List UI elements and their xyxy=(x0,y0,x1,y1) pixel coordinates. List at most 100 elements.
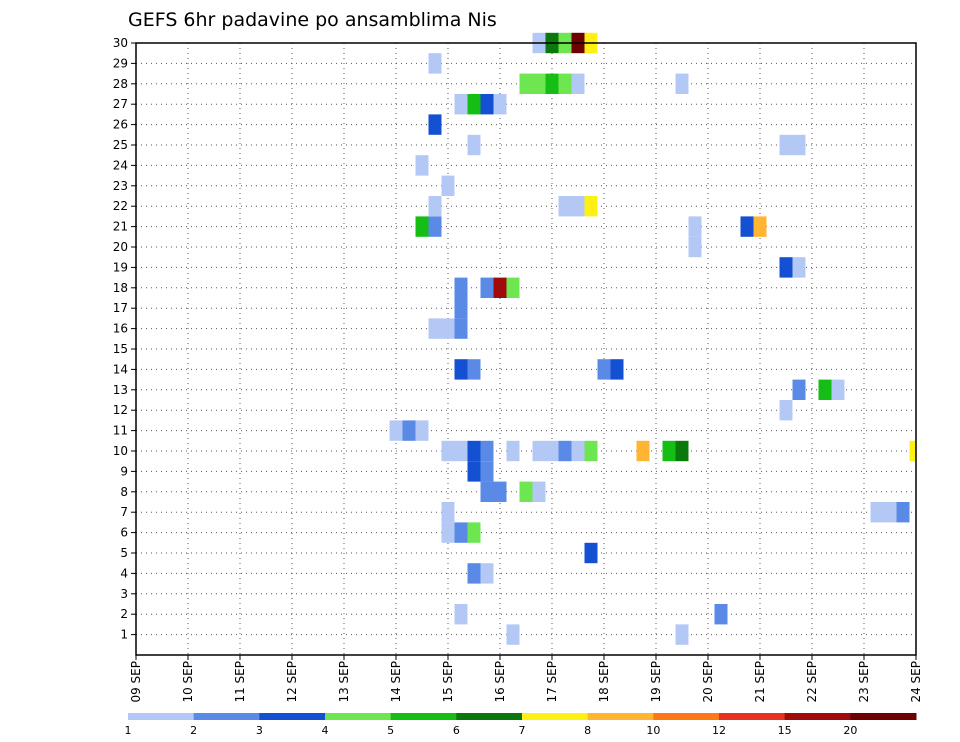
y-tick-label: 4 xyxy=(120,566,128,580)
precip-cell xyxy=(532,73,546,94)
colorbar-segment xyxy=(719,713,786,720)
precip-cell xyxy=(506,624,520,645)
colorbar-label: 12 xyxy=(712,724,726,737)
precip-cell xyxy=(675,440,689,462)
y-tick-label: 11 xyxy=(113,424,128,438)
colorbar-segment xyxy=(587,713,654,720)
y-tick-label: 17 xyxy=(113,301,128,315)
precip-cell xyxy=(662,440,676,462)
precip-cell xyxy=(779,400,793,421)
x-tick-label: 15 SEP xyxy=(441,661,455,703)
precip-cell xyxy=(441,502,455,523)
precip-cell xyxy=(389,420,403,441)
y-tick-label: 28 xyxy=(113,77,128,91)
precip-cell xyxy=(779,134,793,156)
chart-title: GEFS 6hr padavine po ansamblima Nis xyxy=(128,9,497,31)
y-tick-label: 2 xyxy=(120,607,128,621)
precipitation-cells xyxy=(389,32,916,645)
y-tick-label: 19 xyxy=(113,260,128,274)
colorbar-label: 15 xyxy=(778,724,792,737)
precip-cell xyxy=(571,73,585,94)
y-tick-label: 10 xyxy=(113,444,128,458)
colorbar-label: 6 xyxy=(453,724,460,737)
precip-cell xyxy=(480,563,494,584)
precip-cell xyxy=(688,236,702,258)
precip-cell xyxy=(792,379,806,400)
x-tick-label: 14 SEP xyxy=(389,661,403,703)
y-tick-label: 30 xyxy=(113,36,128,50)
precip-cell xyxy=(454,604,468,625)
y-tick-label: 5 xyxy=(120,546,128,560)
x-tick-label: 13 SEP xyxy=(337,661,351,703)
precip-cell xyxy=(441,175,455,196)
colorbar-segment xyxy=(784,713,851,720)
precip-cell xyxy=(571,196,585,217)
precip-cell xyxy=(831,379,845,400)
precip-cell xyxy=(415,155,429,176)
precip-cell xyxy=(441,440,455,462)
colorbar-segment xyxy=(390,713,457,720)
colorbar-label: 20 xyxy=(843,724,857,737)
precip-cell xyxy=(493,481,507,502)
precip-cell xyxy=(467,461,481,482)
y-tick-label: 24 xyxy=(113,158,128,172)
x-tick-label: 11 SEP xyxy=(233,661,247,703)
precip-cell xyxy=(779,257,793,278)
y-tick-label: 21 xyxy=(113,220,128,234)
colorbar-label: 2 xyxy=(190,724,197,737)
x-tick-label: 20 SEP xyxy=(701,661,715,703)
precip-cell xyxy=(454,318,468,339)
y-tick-label: 29 xyxy=(113,56,128,70)
y-tick-label: 25 xyxy=(113,138,128,152)
precip-cell xyxy=(441,522,455,543)
precip-cell xyxy=(480,461,494,482)
y-tick-label: 3 xyxy=(120,587,128,601)
precip-cell xyxy=(584,196,598,217)
precip-cell xyxy=(584,440,598,462)
precip-cell xyxy=(454,298,468,319)
precip-cell xyxy=(506,277,520,298)
colorbar-segment xyxy=(259,713,326,720)
colorbar-segment xyxy=(456,713,523,720)
precip-cell xyxy=(571,440,585,462)
precip-cell xyxy=(675,624,689,645)
precip-cell xyxy=(636,440,650,462)
precip-cell xyxy=(714,604,728,625)
precip-cell xyxy=(545,73,559,94)
colorbar-label: 5 xyxy=(387,724,394,737)
x-tick-label: 23 SEP xyxy=(857,661,871,703)
y-tick-label: 16 xyxy=(113,322,128,336)
precip-cell xyxy=(753,216,767,237)
y-tick-label: 15 xyxy=(113,342,128,356)
colorbar-segment xyxy=(850,713,917,720)
precip-cell xyxy=(909,440,916,462)
y-tick-label: 12 xyxy=(113,403,128,417)
precip-cell xyxy=(597,359,611,380)
y-tick-label: 7 xyxy=(120,505,128,519)
precip-cell xyxy=(467,563,481,584)
precip-cell xyxy=(792,134,806,156)
x-tick-label: 09 SEP xyxy=(129,661,143,703)
x-tick-label: 21 SEP xyxy=(753,661,767,703)
precip-cell xyxy=(428,196,442,217)
x-axis-ticks: 09 SEP 10 SEP 11 SEP 12 SEP 13 SEP 14 SEP 15 S… xyxy=(129,655,923,703)
y-tick-label: 20 xyxy=(113,240,128,254)
precip-cell xyxy=(415,216,429,237)
precip-cell xyxy=(493,94,507,115)
precip-cell xyxy=(519,73,533,94)
precip-cell xyxy=(454,440,468,462)
x-tick-label: 10 SEP xyxy=(181,661,195,703)
colorbar-label: 8 xyxy=(584,724,591,737)
precip-cell xyxy=(883,502,897,523)
colorbar-label: 1 xyxy=(125,724,132,737)
precip-cell xyxy=(454,94,468,115)
precip-cell xyxy=(454,277,468,298)
precip-cell xyxy=(740,216,754,237)
colorbar-label: 4 xyxy=(322,724,329,737)
precip-cell xyxy=(454,359,468,380)
precip-cell xyxy=(428,216,442,237)
y-tick-label: 14 xyxy=(113,362,128,376)
y-tick-label: 9 xyxy=(120,464,128,478)
precip-cell xyxy=(558,196,572,217)
